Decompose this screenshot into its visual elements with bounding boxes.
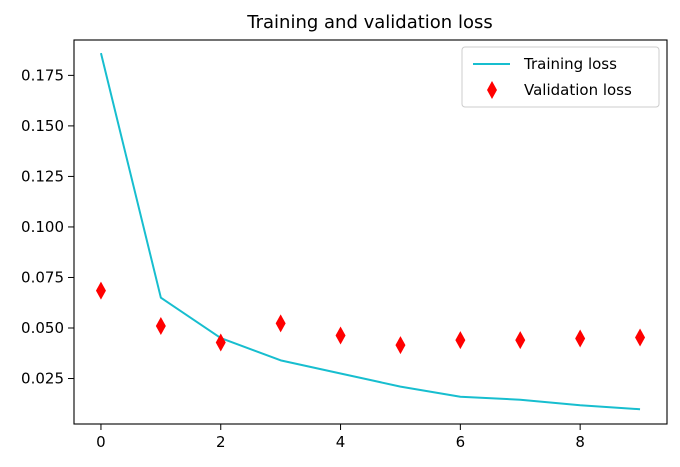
- x-tick-label: 6: [456, 433, 466, 451]
- x-tick-label: 4: [336, 433, 346, 451]
- x-axis-ticks: 0 2 4 6 8: [96, 424, 585, 451]
- y-tick-label: 0.050: [21, 319, 64, 337]
- legend: Training loss Validation loss: [461, 46, 660, 108]
- y-tick-label: 0.025: [21, 370, 64, 388]
- validation-point: [275, 314, 286, 333]
- validation-loss-markers: [95, 281, 646, 355]
- validation-point: [455, 331, 466, 350]
- y-tick-label: 0.150: [21, 117, 64, 135]
- validation-point: [395, 336, 406, 355]
- legend-training-label: Training loss: [523, 55, 617, 73]
- y-tick-label: 0.175: [21, 66, 64, 84]
- chart-title: Training and validation loss: [246, 12, 492, 33]
- validation-point: [215, 333, 226, 352]
- validation-point: [95, 281, 106, 300]
- y-tick-label: 0.100: [21, 218, 64, 236]
- validation-point: [515, 331, 526, 350]
- validation-point: [155, 316, 166, 335]
- training-loss-line: [99, 52, 641, 411]
- x-tick-label: 0: [96, 433, 106, 451]
- legend-validation-sample: [487, 81, 497, 99]
- x-tick-label: 2: [216, 433, 226, 451]
- legend-box: [461, 46, 660, 108]
- legend-validation-label: Validation loss: [524, 81, 632, 99]
- validation-point: [335, 326, 346, 345]
- y-tick-label: 0.075: [21, 268, 64, 286]
- x-tick-label: 8: [575, 433, 585, 451]
- validation-point: [575, 329, 586, 348]
- validation-point: [635, 328, 646, 347]
- y-axis-ticks: 0.025 0.050 0.075 0.100 0.125 0.150 0.175: [21, 66, 74, 388]
- y-tick-label: 0.125: [21, 167, 64, 185]
